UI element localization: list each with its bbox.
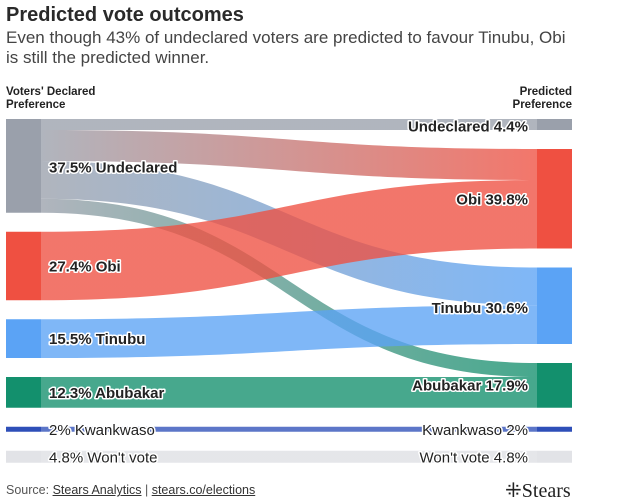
right-label-abubakar: Abubakar 17.9% — [412, 378, 528, 395]
right-label-undeclared: Undeclared 4.4% — [408, 119, 528, 136]
right-node-obi — [537, 149, 572, 249]
left-label-kwankwaso: 2% Kwankwaso — [49, 422, 155, 439]
labels: 37.5% Undeclared 27.4% Obi 15.5% Tinubu 12.… — [48, 117, 530, 468]
left-node-abubakar — [6, 377, 41, 408]
left-node-undeclared — [6, 119, 41, 213]
link-undeclared-to-obi — [41, 130, 537, 180]
right-node-kwankwaso — [537, 426, 572, 432]
right-node-abubakar — [537, 363, 572, 408]
source-link[interactable]: Stears Analytics — [52, 483, 142, 497]
link-undeclared-to-undeclared — [41, 119, 537, 130]
site-link[interactable]: stears.co/elections — [151, 483, 256, 497]
chart-subtitle: Even though 43% of undeclared voters are… — [6, 28, 566, 67]
left-label-undeclared: 37.5% Undeclared — [49, 160, 177, 177]
left-column-header: Voters' Declared Preference — [6, 86, 96, 111]
right-label-wontvote: Won't vote 4.8% — [420, 449, 528, 466]
right-label-obi: Obi 39.8% — [456, 192, 528, 209]
source-prefix: Source: — [6, 483, 53, 497]
right-label-tinubu: Tinubu 30.6% — [432, 300, 528, 317]
source-separator: | — [141, 483, 152, 497]
right-node-undeclared — [537, 119, 572, 130]
right-label-kwankwaso: Kwankwaso 2% — [422, 422, 528, 439]
links — [41, 119, 537, 463]
nodes — [6, 119, 572, 463]
link-kwankwaso-to-kwankwaso — [41, 426, 537, 432]
left-node-kwankwaso — [6, 426, 41, 432]
link-undeclared-to-abubakar — [41, 198, 537, 377]
link-tinubu-to-tinubu — [41, 305, 537, 358]
logo-text: Stears — [521, 480, 571, 502]
right-node-tinubu — [537, 267, 572, 344]
link-obi-to-obi — [41, 180, 537, 301]
link-wontvote-to-wontvote — [41, 450, 537, 463]
source-line: Source: Stears Analytics | stears.co/ele… — [6, 483, 255, 497]
left-node-tinubu — [6, 319, 41, 358]
left-label-obi: 27.4% Obi — [49, 259, 121, 276]
chart-title: Predicted vote outcomes — [6, 4, 244, 26]
right-column-header: Predicted Preference — [512, 86, 572, 111]
left-node-obi — [6, 231, 41, 301]
stears-logo: ⁜Stears — [505, 478, 571, 503]
link-abubakar-to-abubakar — [41, 377, 537, 408]
right-node-wontvote — [537, 450, 572, 463]
left-node-wontvote — [6, 450, 41, 463]
left-label-wontvote: 4.8% Won't vote — [49, 449, 157, 466]
logo-icon: ⁜ — [505, 480, 522, 502]
left-label-abubakar: 12.3% Abubakar — [49, 385, 164, 402]
left-label-tinubu: 15.5% Tinubu — [49, 331, 145, 348]
